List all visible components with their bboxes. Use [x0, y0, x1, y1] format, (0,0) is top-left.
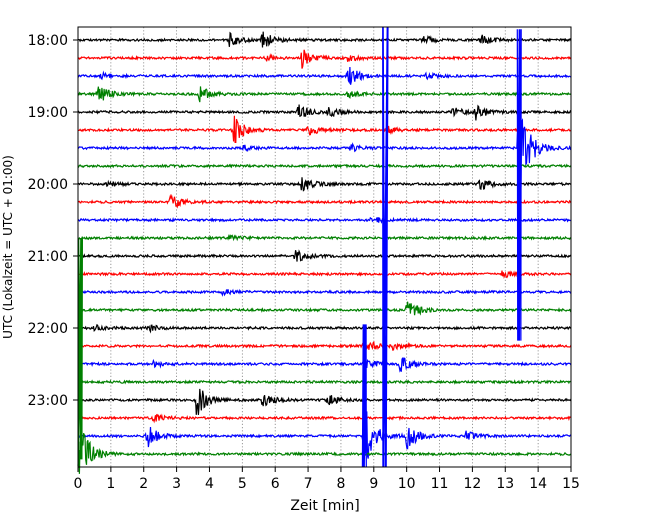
trace-row — [77, 177, 572, 192]
x-tick-label: 5 — [238, 476, 247, 492]
trace-row — [77, 323, 572, 334]
y-tick-label: 18:00 — [28, 33, 68, 49]
x-tick-label: 7 — [304, 476, 313, 492]
x-tick-label: 12 — [463, 476, 481, 492]
trace-row — [77, 432, 572, 474]
x-tick-label: 4 — [205, 476, 214, 492]
trace-row — [77, 66, 572, 85]
plot-frame — [77, 26, 572, 468]
trace-row — [77, 357, 572, 373]
trace-row — [77, 216, 572, 224]
y-tick-label: 19:00 — [28, 105, 68, 121]
large-spike — [361, 324, 367, 468]
trace-row — [77, 163, 572, 169]
trace-row — [77, 86, 572, 103]
y-tick-label: 22:00 — [28, 321, 68, 337]
y-tick-label: 20:00 — [28, 177, 68, 193]
y-axis-label: UTC (Lokalzeit = UTC + 01:00) — [1, 155, 15, 339]
x-tick-label: 10 — [398, 476, 416, 492]
x-tick-label: 13 — [496, 476, 514, 492]
y-tick-label: 21:00 — [28, 249, 68, 265]
trace-row — [77, 270, 572, 279]
x-tick-label: 11 — [431, 476, 449, 492]
x-axis-label: Zeit [min] — [290, 498, 359, 514]
trace-row — [77, 301, 572, 316]
large-spike — [77, 237, 83, 460]
x-tick-label: 1 — [106, 476, 115, 492]
y-tick-label: 23:00 — [28, 393, 68, 409]
y-axis-ticks: 18:00 19:00 20:00 21:00 22:00 23:00 — [28, 33, 78, 409]
trace-row — [77, 49, 572, 69]
trace-row — [77, 249, 572, 262]
seismogram-traces — [77, 26, 572, 474]
trace-row — [77, 31, 572, 48]
x-axis-ticks: 0 1 2 3 4 5 6 7 8 9 10 11 12 13 14 15 — [74, 467, 580, 492]
trace-row — [77, 118, 572, 191]
trace-row — [77, 115, 572, 143]
x-tick-label: 3 — [172, 476, 181, 492]
trace-row — [77, 379, 572, 385]
x-tick-label: 14 — [529, 476, 547, 492]
x-tick-label: 2 — [139, 476, 148, 492]
x-tick-label: 9 — [369, 476, 378, 492]
large-spike — [382, 26, 389, 468]
x-tick-label: 6 — [271, 476, 280, 492]
trace-row — [77, 388, 572, 415]
trace-row — [77, 104, 572, 121]
trace-row — [77, 234, 572, 242]
trace-row — [77, 288, 572, 297]
x-tick-label: 15 — [562, 476, 580, 492]
trace-row — [77, 413, 572, 424]
trace-row — [77, 340, 572, 354]
trace-row — [77, 193, 572, 209]
x-tick-label: 8 — [336, 476, 345, 492]
trace-row — [77, 408, 572, 459]
x-tick-label: 0 — [74, 476, 83, 492]
large-spike — [516, 29, 522, 341]
